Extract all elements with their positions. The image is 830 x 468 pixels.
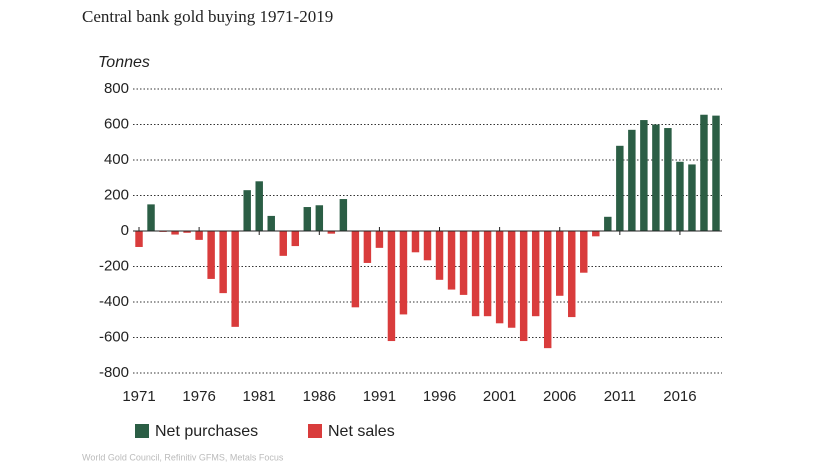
bar xyxy=(604,216,612,231)
bar xyxy=(147,204,155,231)
y-tick-label: -600 xyxy=(99,328,129,345)
bar xyxy=(543,231,552,349)
y-tick-label: 800 xyxy=(104,80,129,97)
y-tick-label: -800 xyxy=(99,364,129,381)
bar xyxy=(291,231,300,247)
bar xyxy=(195,231,203,240)
x-tick-label: 1996 xyxy=(423,388,456,405)
bar xyxy=(688,164,696,231)
bar xyxy=(664,128,672,231)
legend-label: Net sales xyxy=(328,423,395,440)
bar xyxy=(580,231,588,273)
bar xyxy=(423,231,432,261)
bar xyxy=(435,231,444,280)
bar xyxy=(183,231,191,233)
bar xyxy=(592,231,600,237)
bar xyxy=(243,190,251,231)
y-axis-label: Tonnes xyxy=(98,54,150,71)
y-tick-label: -400 xyxy=(99,293,129,310)
y-tick-label: 400 xyxy=(104,151,129,168)
y-tick-label: 200 xyxy=(104,186,129,203)
bar xyxy=(495,231,504,324)
bar xyxy=(483,231,492,317)
bar xyxy=(363,231,372,263)
bar xyxy=(568,231,576,318)
legend-label: Net purchases xyxy=(155,423,258,440)
bar xyxy=(447,231,456,290)
y-tick-label: 0 xyxy=(121,222,129,239)
x-tick-label: 2016 xyxy=(663,388,696,405)
bar xyxy=(387,231,396,342)
y-tick-label: -200 xyxy=(99,257,129,274)
y-tick-label: 600 xyxy=(104,115,129,132)
x-tick-label: 1991 xyxy=(363,388,396,405)
bar xyxy=(171,231,179,235)
bar xyxy=(628,129,636,231)
bar xyxy=(471,231,480,317)
bar xyxy=(555,231,564,296)
bar xyxy=(267,215,275,231)
bar xyxy=(519,231,528,342)
bar xyxy=(712,115,720,231)
bar xyxy=(411,231,420,253)
x-tick-label: 2006 xyxy=(543,388,576,405)
bar xyxy=(303,207,312,231)
bar xyxy=(135,231,143,247)
bar xyxy=(507,231,516,328)
x-tick-label: 1981 xyxy=(243,388,276,405)
bar xyxy=(351,231,360,308)
source: World Gold Council, Refinitiv GFMS, Meta… xyxy=(82,452,284,462)
bar xyxy=(459,231,468,295)
bar xyxy=(676,161,684,231)
x-tick-label: 1976 xyxy=(182,388,215,405)
bar xyxy=(640,120,648,231)
x-tick-label: 2001 xyxy=(483,388,516,405)
x-tick-label: 1986 xyxy=(303,388,336,405)
bar xyxy=(231,231,239,327)
legend-swatch xyxy=(135,424,149,438)
bar xyxy=(616,145,624,231)
legend-swatch xyxy=(308,424,322,438)
bar xyxy=(207,231,215,279)
bar xyxy=(652,124,660,231)
bar xyxy=(375,231,384,248)
bar xyxy=(327,231,336,234)
bar xyxy=(279,231,287,256)
bar xyxy=(339,199,348,231)
bar xyxy=(255,181,263,231)
bar xyxy=(315,205,324,231)
bar xyxy=(399,231,408,315)
chart-title: Central bank gold buying 1971-2019 xyxy=(82,7,333,26)
bar xyxy=(531,231,540,317)
bar xyxy=(219,231,227,294)
bar xyxy=(700,114,708,231)
x-tick-label: 1971 xyxy=(122,388,155,405)
x-tick-label: 2011 xyxy=(604,388,636,405)
